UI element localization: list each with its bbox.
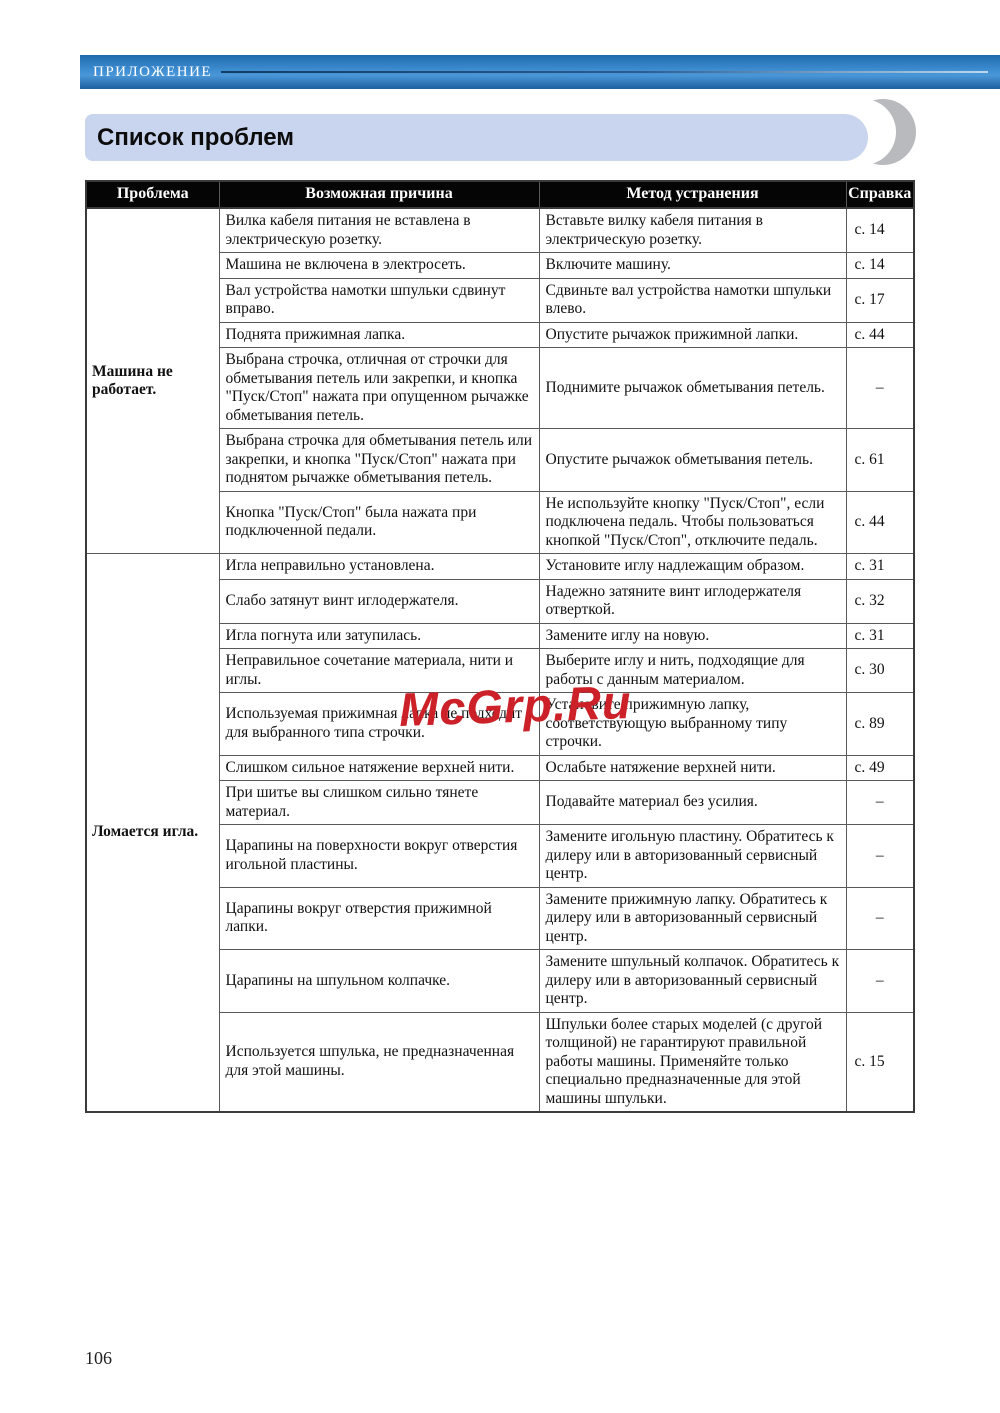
ref-cell: с. 14 <box>845 252 915 279</box>
table-row: Поднята прижимная лапка. Опустите рычажо… <box>86 321 915 348</box>
remedy-cell: Замените иглу на новую. <box>538 622 847 649</box>
table-row: Царапины на шпульном колпачке. Замените … <box>86 949 915 1013</box>
site-watermark: McGrp.Ru <box>398 674 633 737</box>
cause-cell: Используемая прижимная лапка не подходит… <box>218 692 540 756</box>
remedy-cell: Установите иглу надлежащим образом. <box>538 553 847 580</box>
remedy-cell: Ослабьте натяжение верхней нити. <box>538 754 847 781</box>
table-row: Слишком сильное натяжение верхней нити. … <box>86 754 915 781</box>
header-ref: Справка <box>845 180 915 209</box>
ref-cell: с. 31 <box>845 553 915 580</box>
appendix-header-bar: ПРИЛОЖЕНИЕ <box>80 55 1000 89</box>
table-header-row: Проблема Возможная причина Метод устране… <box>85 180 915 209</box>
table-row: Выбрана строчка, отличная от строчки для… <box>86 347 915 429</box>
remedy-cell: Подавайте материал без усилия. <box>538 780 847 825</box>
problem-cell: Ломается игла. <box>85 553 220 1113</box>
ref-cell: с. 15 <box>845 1011 915 1113</box>
section-title: Список проблем <box>97 123 295 151</box>
section-banner: Список проблем <box>85 114 868 161</box>
table-row: Ломается игла. Игла неправильно установл… <box>85 553 915 1113</box>
ref-cell: с. 61 <box>845 428 915 492</box>
cause-cell: Выбрана строчка, отличная от строчки для… <box>218 347 540 429</box>
remedy-cell: Замените прижимную лапку. Обратитесь к д… <box>538 886 847 950</box>
ref-cell: – <box>845 949 915 1013</box>
table-row: Машина не работает. Вилка кабеля питания… <box>85 207 915 554</box>
table-row: Вал устройства намотки шпульки сдвинут в… <box>86 277 915 323</box>
ref-cell: с. 31 <box>845 622 915 649</box>
remedy-cell: Сдвиньте вал устройства намотки шпульки … <box>538 277 847 323</box>
problem-table: Проблема Возможная причина Метод устране… <box>85 180 915 1113</box>
table-row: Слабо затянут винт иглодержателя. Надежн… <box>86 578 915 624</box>
header-problem: Проблема <box>85 180 220 209</box>
table-row: Игла погнута или затупилась. Замените иг… <box>86 622 915 649</box>
table-row: Кнопка "Пуск/Стоп" была нажата при подкл… <box>86 490 915 554</box>
ref-cell: – <box>845 347 915 429</box>
cause-cell: Неправильное сочетание материала, нити и… <box>218 648 540 693</box>
remedy-cell: Шпульки более старых моделей (с другой т… <box>538 1011 847 1113</box>
remedy-cell: Вставьте вилку кабеля питания в электрич… <box>538 207 847 253</box>
remedy-cell: Замените шпульный колпачок. Обратитесь к… <box>538 949 847 1013</box>
cause-cell: Используется шпулька, не предназначенная… <box>218 1011 540 1113</box>
ref-cell: с. 30 <box>845 648 915 693</box>
cause-cell: Царапины на поверхности вокруг отверстия… <box>218 824 540 888</box>
ref-cell: с. 14 <box>845 207 915 253</box>
remedy-cell: Замените игольную пластину. Обратитесь к… <box>538 824 847 888</box>
header-cause: Возможная причина <box>218 180 540 209</box>
cause-cell: Поднята прижимная лапка. <box>218 321 540 348</box>
table-row: Неправильное сочетание материала, нити и… <box>86 648 915 693</box>
cause-cell: Игла неправильно установлена. <box>218 553 540 580</box>
ref-cell: – <box>845 824 915 888</box>
remedy-cell: Поднимите рычажок обметывания петель. <box>538 347 847 429</box>
appendix-header-rule <box>221 71 988 73</box>
table-row: Царапины вокруг отверстия прижимной лапк… <box>86 886 915 950</box>
page-number: 106 <box>85 1348 112 1368</box>
cause-cell: Слишком сильное натяжение верхней нити. <box>218 754 540 781</box>
cause-cell: Слабо затянут винт иглодержателя. <box>218 578 540 624</box>
remedy-cell: Установите прижимную лапку, соответствую… <box>538 692 847 756</box>
ref-cell: – <box>845 780 915 825</box>
ref-cell: с. 17 <box>845 277 915 323</box>
cause-cell: Царапины на шпульном колпачке. <box>218 949 540 1013</box>
cause-cell: Вилка кабеля питания не вставлена в элек… <box>218 207 540 253</box>
ref-cell: – <box>845 886 915 950</box>
remedy-cell: Опустите рычажок обметывания петель. <box>538 428 847 492</box>
table-row: Машина не включена в электросеть. Включи… <box>86 252 915 279</box>
table-row: Царапины на поверхности вокруг отверстия… <box>86 824 915 888</box>
table-row: Используется шпулька, не предназначенная… <box>86 1011 915 1113</box>
remedy-cell: Включите машину. <box>538 252 847 279</box>
table-row: Используемая прижимная лапка не подходит… <box>86 692 915 756</box>
problem-cell: Машина не работает. <box>85 207 220 554</box>
cause-cell: Кнопка "Пуск/Стоп" была нажата при подкл… <box>218 490 540 554</box>
cause-cell: Игла погнута или затупилась. <box>218 622 540 649</box>
remedy-cell: Выберите иглу и нить, подходящие для раб… <box>538 648 847 693</box>
header-remedy: Метод устранения <box>538 180 847 209</box>
remedy-cell: Надежно затяните винт иглодержателя отве… <box>538 578 847 624</box>
ref-cell: с. 89 <box>845 692 915 756</box>
cause-cell: При шитье вы слишком сильно тянете матер… <box>218 780 540 825</box>
appendix-header-label: ПРИЛОЖЕНИЕ <box>93 63 213 80</box>
remedy-cell: Опустите рычажок прижимной лапки. <box>538 321 847 348</box>
cause-cell: Машина не включена в электросеть. <box>218 252 540 279</box>
table-row: Выбрана строчка для обметывания петель и… <box>86 428 915 492</box>
ref-cell: с. 49 <box>845 754 915 781</box>
remedy-cell: Не используйте кнопку "Пуск/Стоп", если … <box>538 490 847 554</box>
cause-cell: Царапины вокруг отверстия прижимной лапк… <box>218 886 540 950</box>
ref-cell: с. 44 <box>845 490 915 554</box>
table-row: При шитье вы слишком сильно тянете матер… <box>86 780 915 825</box>
cause-cell: Выбрана строчка для обметывания петель и… <box>218 428 540 492</box>
cause-cell: Вал устройства намотки шпульки сдвинут в… <box>218 277 540 323</box>
ref-cell: с. 32 <box>845 578 915 624</box>
ref-cell: с. 44 <box>845 321 915 348</box>
